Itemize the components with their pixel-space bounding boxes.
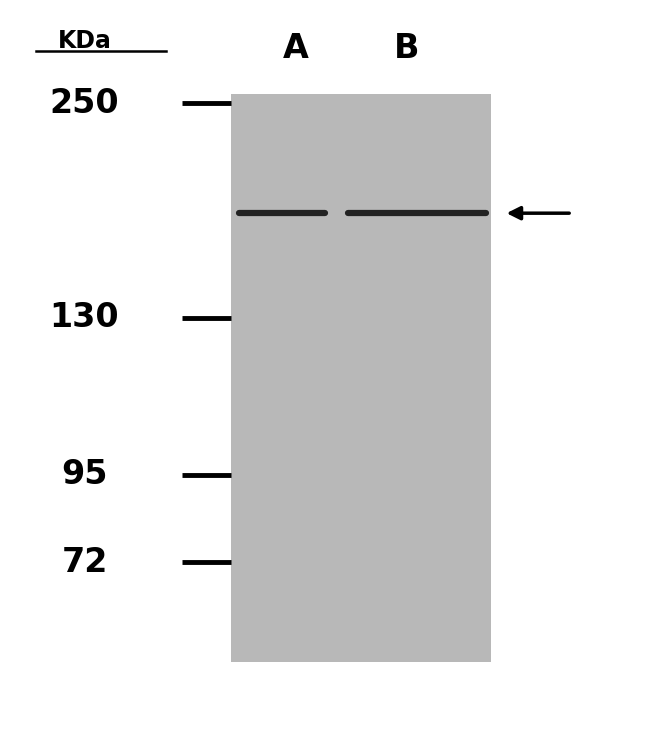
Text: A: A — [283, 32, 309, 65]
Bar — [231, 94, 491, 662]
Text: 130: 130 — [49, 301, 120, 334]
Text: KDa: KDa — [58, 29, 111, 53]
Text: 72: 72 — [61, 546, 108, 579]
Text: 250: 250 — [49, 87, 120, 120]
Text: B: B — [393, 32, 419, 65]
Text: 95: 95 — [61, 459, 108, 491]
